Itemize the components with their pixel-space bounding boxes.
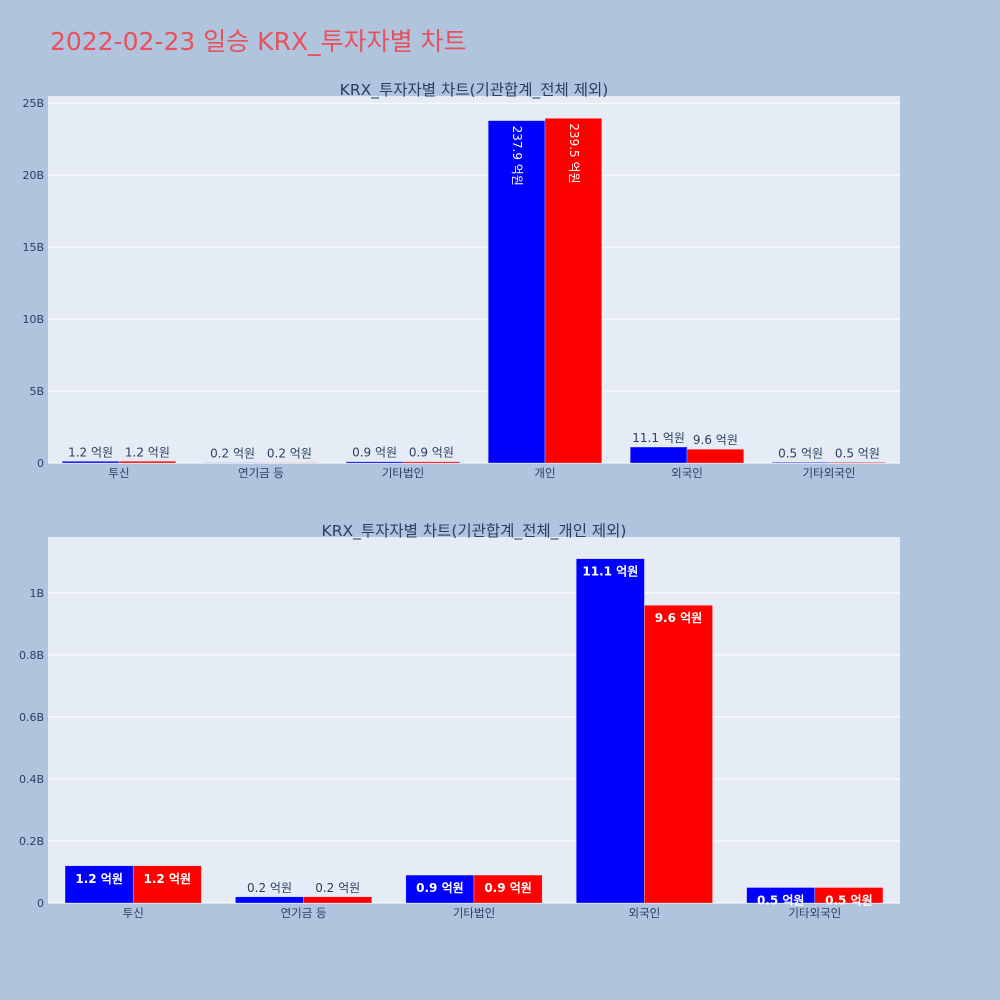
x-tick-label: 외국인 xyxy=(629,906,661,920)
y-tick-label: 15B xyxy=(22,241,44,254)
data-label: 1.2 억원 xyxy=(75,872,123,886)
data-label: 1.2 억원 xyxy=(125,445,170,459)
data-label: 9.6 억원 xyxy=(655,611,703,625)
data-label: 1.2 억원 xyxy=(144,872,192,886)
x-tick-label: 투신 xyxy=(108,466,129,480)
data-label: 239.5 억원 xyxy=(567,123,581,183)
bar xyxy=(544,118,603,464)
data-label: 0.9 억원 xyxy=(416,881,464,895)
x-tick-label: 연기금 등 xyxy=(281,906,327,920)
bar xyxy=(303,896,373,904)
x-tick-label: 외국인 xyxy=(671,466,703,480)
data-label: 0.9 억원 xyxy=(409,446,454,460)
chart-title: KRX_투자자별 차트(기관합계_전체 제외) xyxy=(340,81,609,100)
data-label: 1.2 억원 xyxy=(68,445,113,459)
bar xyxy=(828,462,887,464)
data-label: 0.2 억원 xyxy=(210,447,255,461)
plot-area-1 xyxy=(48,537,900,903)
bar xyxy=(814,887,884,904)
data-label: 11.1 억원 xyxy=(632,431,685,445)
x-tick-label: 기타외국인 xyxy=(803,466,856,480)
x-tick-label: 개인 xyxy=(534,466,555,480)
plot-area-0 xyxy=(48,96,900,463)
data-label: 0.9 억원 xyxy=(484,881,532,895)
data-label: 0.5 억원 xyxy=(757,893,805,907)
y-tick-label: 25B xyxy=(22,97,44,110)
chart-title: KRX_투자자별 차트(기관합계_전체_개인 제외) xyxy=(322,522,627,541)
y-tick-label: 0.6B xyxy=(19,711,44,724)
bar xyxy=(402,461,461,464)
y-tick-label: 0.4B xyxy=(19,773,44,786)
x-tick-label: 기타법인 xyxy=(453,906,495,920)
bar xyxy=(235,896,304,904)
x-tick-label: 투신 xyxy=(123,906,144,920)
bar xyxy=(686,448,745,464)
data-label: 0.9 억원 xyxy=(352,446,397,460)
y-tick-label: 0 xyxy=(37,457,44,470)
data-label: 0.2 억원 xyxy=(247,881,292,895)
bar xyxy=(575,558,645,904)
bar xyxy=(64,865,134,904)
bar xyxy=(473,874,543,904)
y-tick-label: 10B xyxy=(22,313,44,326)
bar xyxy=(405,874,475,904)
data-label: 0.2 억원 xyxy=(315,881,360,895)
bar xyxy=(345,461,404,464)
data-label: 0.5 억원 xyxy=(835,446,880,460)
bar xyxy=(644,604,713,904)
y-tick-label: 0 xyxy=(37,897,44,910)
data-label: 0.5 억원 xyxy=(778,446,823,460)
x-tick-label: 기타법인 xyxy=(382,466,424,480)
data-label: 11.1 억원 xyxy=(582,565,638,579)
bar xyxy=(61,461,120,464)
bar xyxy=(771,462,830,464)
y-tick-label: 20B xyxy=(22,169,44,182)
x-tick-label: 기타외국인 xyxy=(788,906,841,920)
data-label: 237.9 억원 xyxy=(510,126,524,186)
x-tick-label: 연기금 등 xyxy=(238,466,284,480)
data-label: 9.6 억원 xyxy=(693,433,738,447)
y-tick-label: 1B xyxy=(29,587,44,600)
bar xyxy=(132,865,202,904)
page-title: 2022-02-23 일승 KRX_투자자별 차트 xyxy=(50,27,467,56)
bar xyxy=(629,446,688,464)
bar xyxy=(118,461,177,464)
data-label: 0.5 억원 xyxy=(825,893,873,907)
y-tick-label: 0.2B xyxy=(19,835,44,848)
data-label: 0.2 억원 xyxy=(267,447,312,461)
y-tick-label: 5B xyxy=(29,385,44,398)
y-tick-label: 0.8B xyxy=(19,649,44,662)
